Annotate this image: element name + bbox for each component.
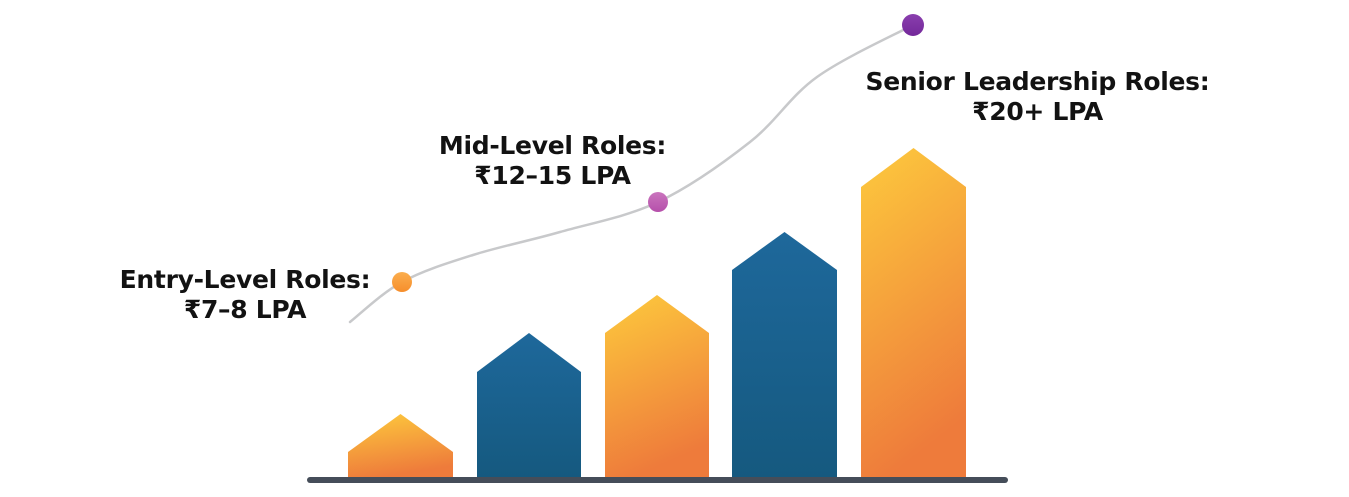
annotation-mid-level: Mid-Level Roles: ₹12–15 LPA	[420, 131, 685, 190]
milestone-dots-layer	[392, 14, 924, 292]
bar-3-orange	[605, 295, 709, 478]
senior-level-dot	[902, 14, 924, 36]
annotation-title: Senior Leadership Roles:	[865, 67, 1210, 96]
annotation-salary: ₹12–15 LPA	[474, 160, 631, 190]
trend-line-layer	[348, 23, 915, 324]
mid-level-dot	[648, 192, 668, 212]
bar-1-orange	[348, 414, 453, 478]
trend-line	[348, 23, 915, 324]
annotation-title: Mid-Level Roles:	[438, 131, 667, 160]
annotation-salary: ₹7–8 LPA	[183, 294, 307, 324]
bar-2-blue	[477, 333, 581, 478]
annotation-senior-level: Senior Leadership Roles: ₹20+ LPA	[850, 67, 1225, 126]
baseline-axis	[307, 477, 1008, 483]
bars-layer	[348, 148, 966, 478]
bar-5-orange	[861, 148, 966, 478]
baseline-layer	[307, 477, 1008, 483]
bar-4-blue	[732, 232, 837, 478]
annotation-title: Entry-Level Roles:	[119, 265, 371, 294]
annotation-entry-level: Entry-Level Roles: ₹7–8 LPA	[85, 265, 405, 324]
annotation-salary: ₹20+ LPA	[972, 96, 1103, 126]
entry-level-dot	[392, 272, 412, 292]
